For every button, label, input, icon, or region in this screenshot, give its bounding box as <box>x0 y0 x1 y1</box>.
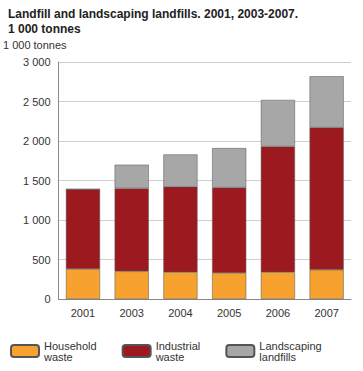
svg-text:1 000: 1 000 <box>23 214 51 226</box>
svg-text:1 000 tonnes: 1 000 tonnes <box>8 22 81 36</box>
svg-text:2 500: 2 500 <box>23 96 51 108</box>
svg-text:2 000: 2 000 <box>23 135 51 147</box>
svg-text:2004: 2004 <box>168 307 192 319</box>
svg-text:2006: 2006 <box>266 307 290 319</box>
svg-text:500: 500 <box>32 254 50 266</box>
svg-text:Household: Household <box>44 339 100 352</box>
svg-text:2003: 2003 <box>119 307 143 319</box>
svg-text:0: 0 <box>44 293 50 305</box>
svg-text:1 500: 1 500 <box>23 175 51 187</box>
svg-text:2007: 2007 <box>314 307 338 319</box>
svg-text:landfills: landfills <box>259 351 296 363</box>
svg-text:Landfill and landscaping landf: Landfill and landscaping landfills. 2001… <box>8 7 298 21</box>
svg-text:waste: waste <box>43 351 73 363</box>
svg-text:1 000 tonnes: 1 000 tonnes <box>3 39 67 51</box>
svg-text:waste: waste <box>155 351 185 363</box>
svg-text:2005: 2005 <box>217 307 241 319</box>
svg-text:Industrial: Industrial <box>155 339 204 352</box>
svg-text:Landscaping: Landscaping <box>259 339 325 352</box>
svg-text:2001: 2001 <box>71 307 95 319</box>
svg-text:3 000: 3 000 <box>23 56 51 68</box>
